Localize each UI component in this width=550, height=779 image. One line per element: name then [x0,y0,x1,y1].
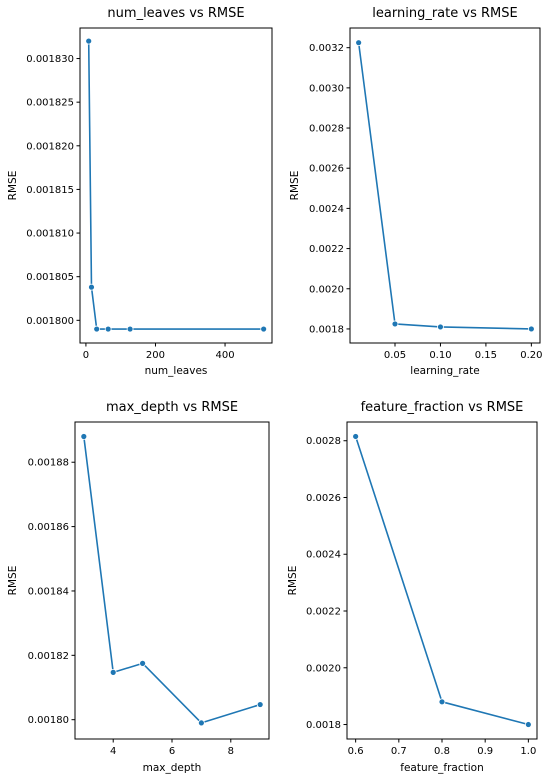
x-tick-label: 0.6 [348,746,364,757]
y-tick-label: 0.0026 [306,493,341,504]
subplot-num-leaves: num_leaves vs RMSE 0 200 400 0.0018000.001… [7,6,273,377]
y-tick-label: 0.0024 [309,204,344,215]
y-tick-label: 0.0030 [309,83,344,94]
y-tick-label: 0.0028 [306,436,341,447]
y-axis-ticks: 0.0018 0.0020 0.0022 0.0024 0.0026 0.0028 0.00… [309,43,350,335]
y-axis-ticks: 0.0018 0.0020 0.0022 0.0024 0.0026 0.0028 [306,436,347,731]
y-tick-label: 0.0028 [309,124,344,135]
y-tick-label: 0.0022 [306,607,341,618]
x-tick-label: 1.0 [520,746,536,757]
x-tick-label: 0 [83,350,89,361]
y-tick-label: 0.00188 [28,458,69,469]
data-point [109,668,117,676]
y-tick-label: 0.00186 [28,522,69,533]
y-axis-label: RMSE [7,171,19,201]
x-tick-label: 4 [110,746,116,757]
y-tick-label: 0.001810 [26,229,74,240]
y-tick-label: 0.0020 [309,284,344,295]
x-tick-label: 0.05 [384,350,406,361]
data-point [524,721,532,728]
data-point [197,719,205,727]
data-point [104,325,112,333]
y-tick-label: 0.0022 [309,244,344,255]
plot-area [355,39,535,333]
y-axis-label: RMSE [289,171,301,201]
y-tick-label: 0.001805 [26,272,74,283]
x-axis-ticks: 4 6 8 [110,739,234,757]
y-tick-label: 0.001830 [26,54,74,65]
data-point [80,433,88,440]
chart-title: max_depth vs RMSE [106,400,238,415]
subplot-learning-rate: learning_rate vs RMSE 0.05 0.10 0.15 0.20 0… [289,6,542,377]
x-axis-label: learning_rate [410,365,479,377]
y-tick-label: 0.00184 [28,586,69,597]
chart-title: feature_fraction vs RMSE [361,400,524,415]
axes-frame [349,27,541,344]
x-axis-label: num_leaves [145,365,208,377]
data-point [88,283,95,291]
data-point [139,659,147,667]
y-tick-label: 0.001825 [26,98,74,109]
series-line [357,42,532,330]
axes-frame [79,27,273,344]
x-tick-label: 8 [228,746,234,757]
plot-area [80,433,264,727]
y-tick-label: 0.0032 [309,43,344,54]
y-tick-label: 0.0026 [309,164,344,175]
data-point [527,325,535,333]
y-tick-label: 0.00180 [28,715,69,726]
y-tick-label: 0.001815 [26,185,74,196]
data-point [260,325,268,333]
x-axis-ticks: 0.6 0.7 0.8 0.9 1.0 [348,739,536,757]
data-point [85,37,93,45]
y-axis-ticks: 0.001800 0.001805 0.001810 0.001815 0.001820… [26,54,80,327]
y-tick-label: 0.0018 [306,720,341,731]
x-tick-label: 200 [146,350,165,361]
data-point [438,698,446,706]
series-line [87,41,264,330]
data-point [93,325,101,333]
axes-frame [346,421,538,740]
y-axis-ticks: 0.00180 0.00182 0.00184 0.00186 0.00188 [28,458,75,726]
x-tick-label: 0.8 [434,746,450,757]
x-axis-label: feature_fraction [400,762,484,774]
plot-area [85,37,268,333]
x-axis-ticks: 0 200 400 [83,343,235,361]
subplot-feature-fraction: feature_fraction vs RMSE 0.6 0.7 0.8 0.9 1.0… [287,400,538,774]
y-tick-label: 0.0018 [309,324,344,335]
series-line [83,436,261,724]
y-axis-label: RMSE [287,566,299,596]
data-point [126,325,134,333]
y-axis-label: RMSE [7,566,19,596]
x-tick-label: 0.15 [475,350,497,361]
x-tick-label: 0.7 [391,746,407,757]
plot-area [352,433,532,728]
data-point [437,323,444,331]
y-tick-label: 0.001800 [26,316,74,327]
y-tick-label: 0.0024 [306,550,341,561]
axes-frame [74,421,270,740]
series-line [354,436,529,726]
data-point [391,320,399,328]
x-tick-label: 0.20 [520,350,542,361]
chart-title: num_leaves vs RMSE [107,6,244,21]
x-tick-label: 0.9 [477,746,493,757]
x-axis-label: max_depth [143,762,202,774]
x-axis-ticks: 0.05 0.10 0.15 0.20 [384,343,542,361]
y-tick-label: 0.0020 [306,663,341,674]
y-tick-label: 0.001820 [26,141,74,152]
y-tick-label: 0.00182 [28,651,69,662]
data-point [256,701,264,708]
chart-title: learning_rate vs RMSE [372,6,517,21]
x-tick-label: 6 [169,746,175,757]
data-point [352,433,360,440]
data-point [355,39,363,47]
x-tick-label: 0.10 [429,350,451,361]
x-tick-label: 400 [215,350,234,361]
